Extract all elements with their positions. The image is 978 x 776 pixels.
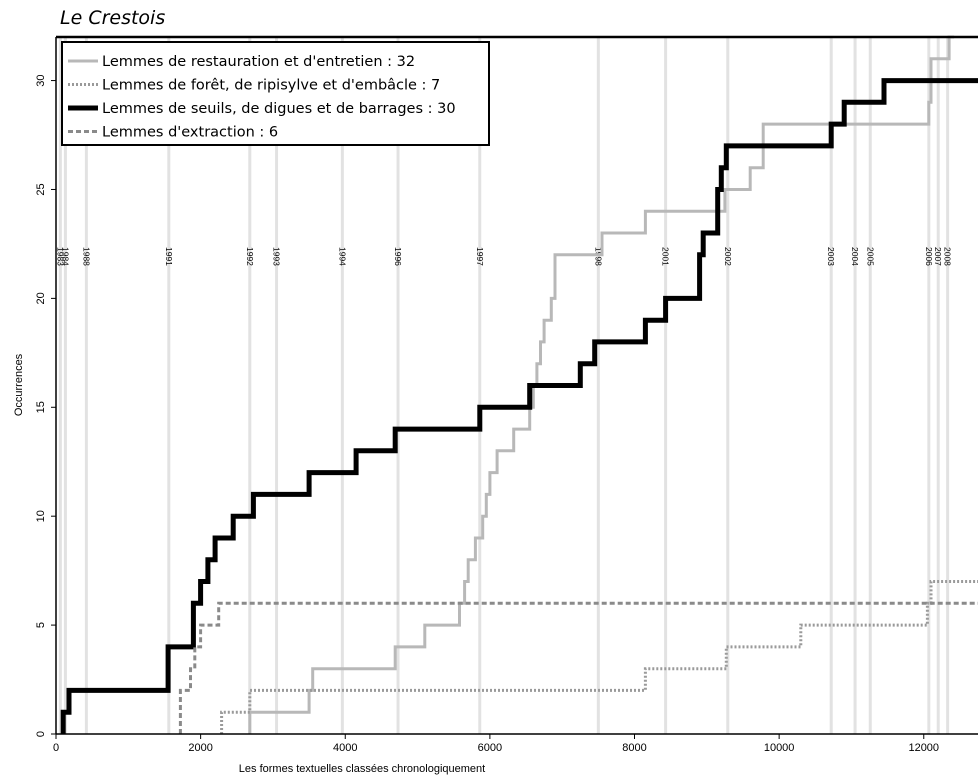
x-tick-label: 6000	[478, 742, 502, 754]
year-marker-label: 1996	[393, 247, 403, 266]
x-axis-title: Les formes textuelles classées chronolog…	[239, 763, 485, 775]
y-tick-label: 30	[35, 74, 47, 86]
year-marker-label: 1991	[164, 247, 174, 266]
x-tick-label: 10000	[764, 742, 795, 754]
y-tick-label: 15	[35, 401, 47, 413]
axes: 0 2000 4000 6000 8000 10000 12000 0 5 10 15 20 25 30 L…	[13, 35, 978, 775]
x-tick-label: 0	[53, 742, 59, 754]
y-axis-title: Occurrences	[13, 353, 25, 416]
year-marker-label: 2004	[850, 247, 860, 266]
y-tick-label: 5	[35, 622, 47, 628]
year-marker-label: 1993	[272, 247, 282, 266]
y-tick-label: 25	[35, 183, 47, 195]
legend-entry-label: Lemmes d'extraction : 6	[102, 125, 278, 141]
year-marker-label: 1994	[337, 247, 347, 266]
legend-entry-label: Lemmes de seuils, de digues et de barrag…	[102, 101, 456, 117]
year-marker-label: 2006	[924, 247, 934, 266]
year-marker-label: 1988	[81, 247, 91, 266]
x-tick-label: 4000	[333, 742, 357, 754]
year-marker-label: 1992	[245, 247, 255, 266]
legend: Lemmes de restauration et d'entretien : …	[61, 41, 490, 146]
year-marker-label: 1983	[55, 247, 65, 266]
series-lines	[60, 35, 978, 734]
series-line-4	[178, 601, 978, 734]
year-marker-label: 2001	[661, 247, 671, 266]
year-marker-label: 1997	[475, 247, 485, 266]
x-tick-label: 8000	[622, 742, 646, 754]
y-tick-label: 10	[35, 510, 47, 522]
series-line-3	[60, 78, 978, 734]
year-marker-label: 2003	[826, 247, 836, 266]
y-tick-label: 0	[35, 731, 47, 737]
legend-box	[61, 41, 490, 146]
year-marker-label: 2007	[933, 247, 943, 266]
legend-entry-label: Lemmes de restauration et d'entretien : …	[102, 54, 415, 70]
y-tick-label: 20	[35, 292, 47, 304]
x-tick-label: 2000	[188, 742, 212, 754]
x-tick-label: 12000	[908, 742, 939, 754]
chart-title: Le Crestois	[60, 7, 166, 29]
legend-entry-label: Lemmes de forêt, de ripisylve et d'embâc…	[102, 78, 440, 94]
year-marker-label: 1984	[60, 247, 70, 266]
year-marker-label: 1998	[593, 247, 603, 266]
year-marker-label: 2002	[723, 247, 733, 266]
year-marker-label: 2008	[943, 247, 953, 266]
year-marker-label: 2005	[865, 247, 875, 266]
